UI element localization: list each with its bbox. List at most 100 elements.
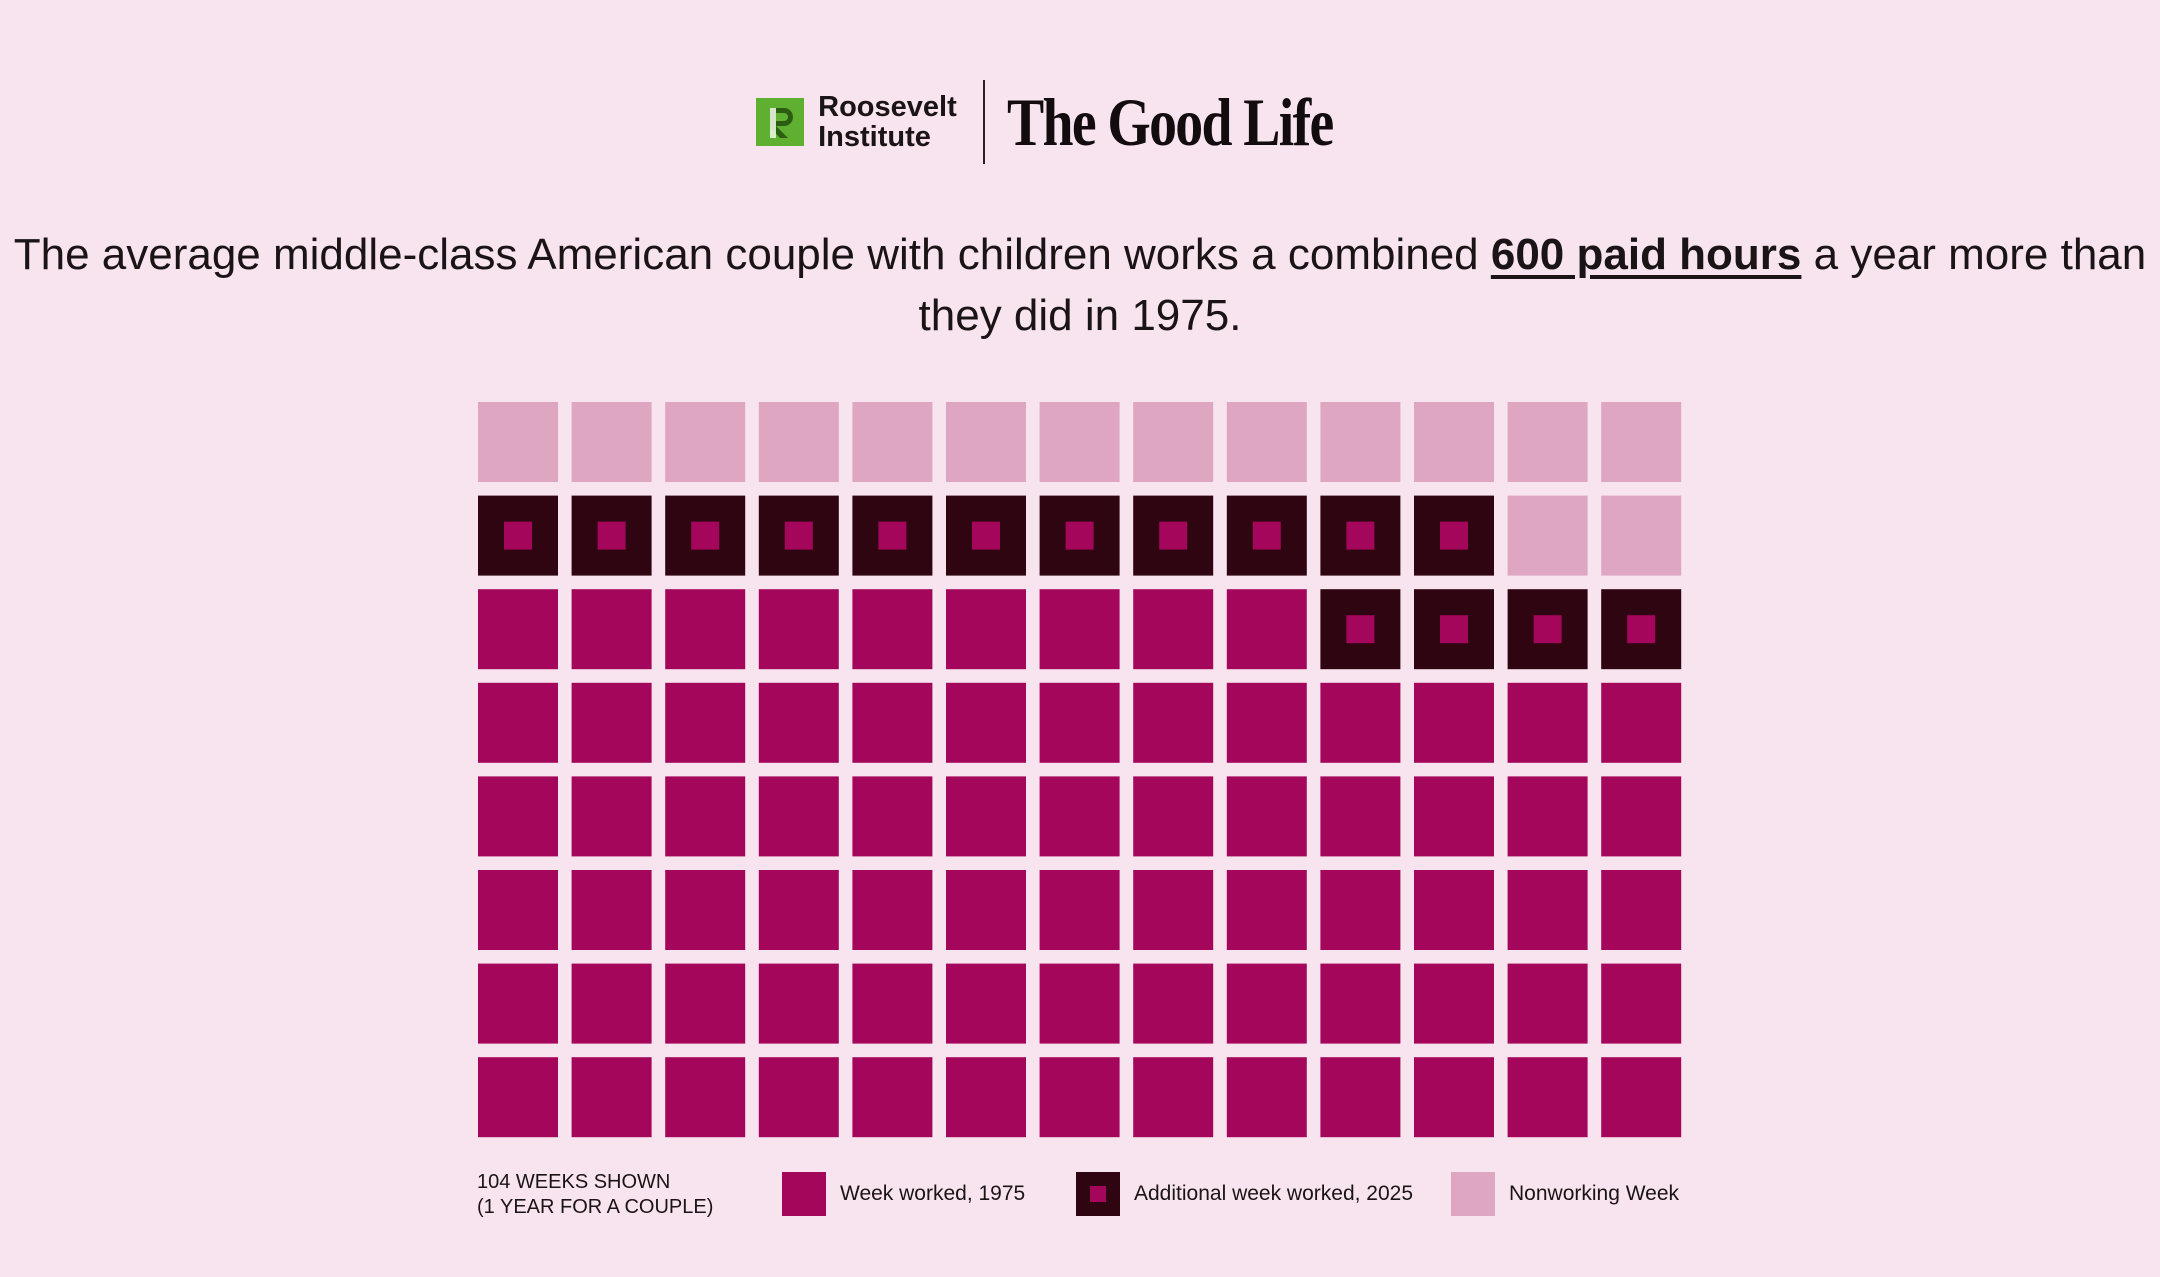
week-worked-1975-cell bbox=[852, 870, 933, 950]
week-worked-1975-cell bbox=[1226, 589, 1307, 670]
week-worked-1975-cell bbox=[852, 1057, 933, 1138]
week-worked-1975-cell bbox=[1601, 963, 1682, 1044]
week-worked-1975-cell bbox=[1507, 776, 1588, 857]
week-worked-1975-cell bbox=[1226, 870, 1307, 950]
legend-swatch-additional-2025 bbox=[1076, 1172, 1120, 1216]
week-worked-1975-cell bbox=[1133, 776, 1214, 857]
week-worked-1975-cell bbox=[946, 682, 1026, 763]
headline-before: The average middle-class American couple… bbox=[13, 230, 1491, 279]
week-worked-1975-cell bbox=[1133, 963, 1214, 1044]
week-additional-2025-inner-square bbox=[1440, 615, 1468, 644]
week-nonworking-cell bbox=[946, 402, 1026, 482]
org-name: Roosevelt Institute bbox=[818, 92, 957, 152]
week-worked-1975-cell bbox=[1601, 776, 1682, 857]
week-worked-1975-cell bbox=[1320, 963, 1401, 1044]
week-worked-1975-cell bbox=[1320, 776, 1401, 857]
week-worked-1975-cell bbox=[1320, 1057, 1401, 1138]
legend-item-nonworking: Nonworking Week bbox=[1451, 1172, 1679, 1216]
week-additional-2025-inner-square bbox=[691, 521, 720, 550]
week-worked-1975-cell bbox=[1601, 1057, 1682, 1138]
week-worked-1975-cell bbox=[758, 682, 839, 763]
legend-note-line-2: (1 year for a couple) bbox=[477, 1196, 714, 1218]
week-nonworking-cell bbox=[1507, 495, 1588, 576]
week-nonworking-cell bbox=[1507, 402, 1588, 482]
week-worked-1975-cell bbox=[1039, 589, 1120, 670]
week-worked-1975-cell bbox=[1039, 963, 1120, 1044]
week-worked-1975-cell bbox=[571, 776, 652, 857]
week-worked-1975-cell bbox=[946, 589, 1026, 670]
week-worked-1975-cell bbox=[946, 963, 1026, 1044]
week-worked-1975-cell bbox=[758, 963, 839, 1044]
week-worked-1975-cell bbox=[571, 963, 652, 1044]
week-nonworking-cell bbox=[1320, 402, 1401, 482]
week-additional-2025-inner-square bbox=[504, 521, 532, 550]
legend-label-worked-1975: Week worked, 1975 bbox=[840, 1182, 1026, 1205]
week-nonworking-cell bbox=[852, 402, 933, 482]
week-worked-1975-cell bbox=[665, 682, 746, 763]
week-nonworking-cell bbox=[1414, 402, 1494, 482]
week-worked-1975-cell bbox=[1414, 870, 1494, 950]
brand-title: The Good Life bbox=[1006, 83, 1334, 160]
legend-swatch-worked-1975 bbox=[782, 1172, 826, 1216]
week-worked-1975-cell bbox=[665, 776, 746, 857]
week-worked-1975-cell bbox=[1039, 682, 1120, 763]
week-worked-1975-cell bbox=[1133, 1057, 1214, 1138]
week-worked-1975-cell bbox=[1601, 870, 1682, 950]
week-additional-2025-inner-square bbox=[597, 521, 626, 550]
week-nonworking-cell bbox=[1039, 402, 1120, 482]
week-worked-1975-cell bbox=[946, 1057, 1026, 1138]
week-worked-1975-cell bbox=[1507, 963, 1588, 1044]
week-worked-1975-cell bbox=[852, 589, 933, 670]
week-worked-1975-cell bbox=[1507, 682, 1588, 763]
week-nonworking-cell bbox=[1133, 402, 1214, 482]
week-worked-1975-cell bbox=[852, 776, 933, 857]
week-worked-1975-cell bbox=[571, 1057, 652, 1138]
header: Roosevelt Institute The Good Life bbox=[0, 80, 2160, 164]
week-nonworking-cell bbox=[1226, 402, 1307, 482]
week-worked-1975-cell bbox=[665, 870, 746, 950]
week-worked-1975-cell bbox=[478, 870, 558, 950]
headline: The average middle-class American couple… bbox=[0, 224, 2160, 346]
week-worked-1975-cell bbox=[946, 776, 1026, 857]
week-worked-1975-cell bbox=[758, 776, 839, 857]
week-additional-2025-inner-square bbox=[878, 521, 907, 550]
legend-label-nonworking: Nonworking Week bbox=[1509, 1182, 1680, 1205]
week-additional-2025-inner-square bbox=[784, 521, 813, 550]
week-worked-1975-cell bbox=[571, 870, 652, 950]
week-worked-1975-cell bbox=[1039, 1057, 1120, 1138]
week-worked-1975-cell bbox=[852, 963, 933, 1044]
week-worked-1975-cell bbox=[1507, 1057, 1588, 1138]
legend-note-line-1: 104 weeks shown bbox=[477, 1171, 671, 1193]
week-worked-1975-cell bbox=[758, 870, 839, 950]
headline-after: a year more than they did in 1975. bbox=[918, 230, 2147, 340]
week-worked-1975-cell bbox=[1414, 1057, 1494, 1138]
week-worked-1975-cell bbox=[665, 589, 746, 670]
week-worked-1975-cell bbox=[478, 963, 558, 1044]
week-worked-1975-cell bbox=[1414, 963, 1494, 1044]
week-additional-2025-inner-square bbox=[1627, 615, 1656, 644]
week-worked-1975-cell bbox=[571, 682, 652, 763]
week-worked-1975-cell bbox=[758, 589, 839, 670]
week-worked-1975-cell bbox=[1226, 1057, 1307, 1138]
org-line-2: Institute bbox=[818, 121, 931, 153]
week-worked-1975-cell bbox=[478, 589, 558, 670]
week-nonworking-cell bbox=[758, 402, 839, 482]
week-worked-1975-cell bbox=[1039, 776, 1120, 857]
week-worked-1975-cell bbox=[478, 776, 558, 857]
week-worked-1975-cell bbox=[852, 682, 933, 763]
legend-item-2025: Additional week worked, 2025 bbox=[1076, 1172, 1413, 1216]
week-worked-1975-cell bbox=[1133, 870, 1214, 950]
roosevelt-logo-icon bbox=[756, 98, 805, 146]
week-worked-1975-cell bbox=[1414, 682, 1494, 763]
week-worked-1975-cell bbox=[478, 1057, 558, 1138]
week-additional-2025-inner-square bbox=[1346, 521, 1375, 550]
week-worked-1975-cell bbox=[1320, 870, 1401, 950]
week-nonworking-cell bbox=[478, 402, 558, 482]
legend-note: 104 weeks shown (1 year for a couple) bbox=[477, 1170, 713, 1220]
week-additional-2025-inner-square bbox=[1159, 521, 1188, 550]
week-additional-2025-inner-square bbox=[972, 521, 1000, 550]
week-worked-1975-cell bbox=[1133, 589, 1214, 670]
header-divider bbox=[982, 80, 985, 164]
week-worked-1975-cell bbox=[665, 1057, 746, 1138]
week-worked-1975-cell bbox=[946, 870, 1026, 950]
